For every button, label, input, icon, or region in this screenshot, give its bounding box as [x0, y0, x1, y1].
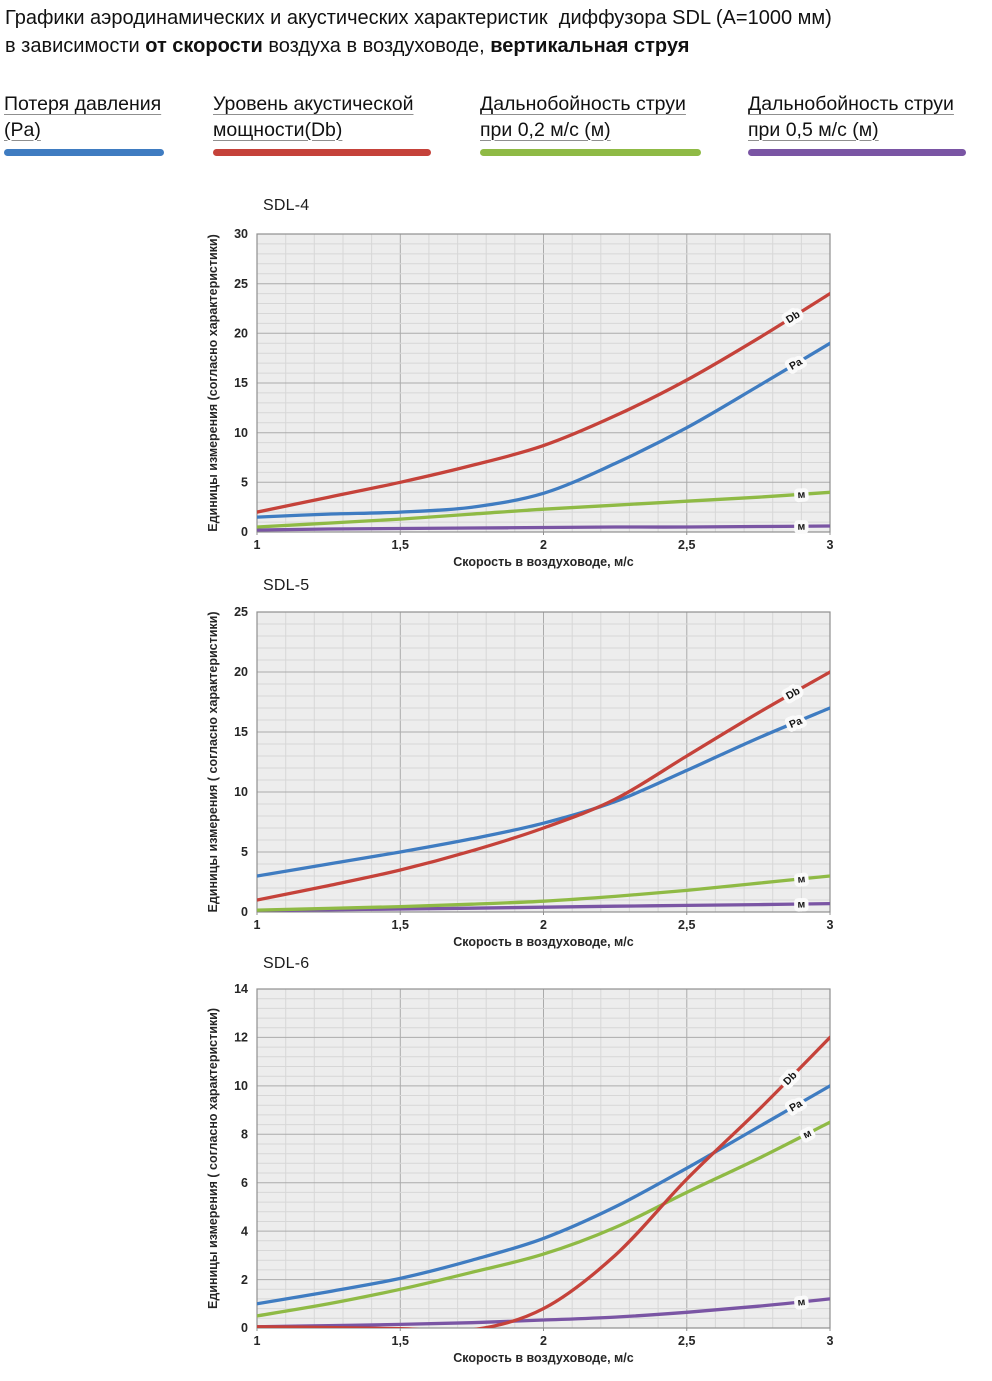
y-tick-label: 6	[241, 1176, 248, 1190]
x-tick-label: 3	[827, 538, 834, 552]
y-tick-label: 20	[234, 327, 248, 341]
x-axis-title: Скорость в воздуховоде, м/с	[453, 555, 633, 569]
series-line-3-db	[257, 670, 830, 902]
page-title-line1: Графики аэродинамических и акустических …	[5, 7, 832, 29]
legend-item-pressure-loss: Потеря давления (Pa)	[4, 92, 164, 156]
legend-item-acoustic-power: Уровень акустической мощности(Db)	[213, 92, 431, 156]
page-title-line2: в зависимости от скорости воздуха в возд…	[5, 35, 689, 57]
x-tick-label: 1,5	[392, 538, 409, 552]
legend-label-line1: Уровень акустической	[213, 93, 414, 115]
y-tick-label: 10	[234, 785, 248, 799]
series-inline-label-м: м	[797, 899, 805, 911]
y-tick-label: 5	[241, 476, 248, 490]
y-tick-label: 0	[241, 905, 248, 919]
series-line-3-db	[257, 1035, 830, 1328]
y-tick-label: 8	[241, 1127, 248, 1141]
series-inline-label-м: м	[797, 521, 805, 533]
title-line2-bold1: от скорости	[145, 35, 263, 57]
x-axis-title: Скорость в воздуховоде, м/с	[453, 935, 633, 949]
y-tick-label: 15	[234, 376, 248, 390]
y-tick-label: 15	[234, 725, 248, 739]
chart-sdl-5-canvas: 1 1,5 2 2,5 3 0 5 10 15 20 25 Скорость в воздуховод…	[206, 605, 834, 949]
y-tick-label: 5	[241, 845, 248, 859]
title-line2-bold2: вертикальная струя	[490, 35, 690, 57]
chart-title-sdl-4: SDL-4	[263, 197, 310, 214]
series-line-0-м	[257, 901, 830, 912]
legend-color-bar-green	[480, 149, 701, 156]
title-line2-normal1: в зависимости	[5, 35, 146, 57]
y-tick-label: 10	[234, 1079, 248, 1093]
legend-color-bar-red	[213, 149, 431, 156]
series-inline-label-м: м	[797, 1296, 806, 1309]
x-tick-label: 3	[827, 918, 834, 932]
series-line-0-м	[257, 524, 830, 532]
series-line-0-м	[257, 1297, 830, 1328]
y-tick-label: 20	[234, 665, 248, 679]
x-tick-label: 2	[540, 918, 547, 932]
y-tick-label: 2	[241, 1273, 248, 1287]
x-tick-label: 1	[254, 918, 261, 932]
y-tick-label: 14	[234, 982, 248, 996]
chart-title-sdl-5: SDL-5	[263, 577, 310, 594]
legend-label-line1: Дальнобойность струи	[480, 93, 686, 115]
legend-color-bar-purple	[748, 149, 966, 156]
x-tick-label: 1,5	[392, 918, 409, 932]
legend-item-jet-range-05: Дальнобойность струи при 0,5 м/с (м)	[748, 92, 966, 156]
series-line-2-pa	[257, 706, 830, 878]
y-tick-label: 0	[241, 525, 248, 539]
legend-label-line1: Потеря давления	[4, 93, 162, 115]
legend-color-bar-blue	[4, 149, 164, 156]
x-tick-label: 1	[254, 1334, 261, 1348]
legend-item-jet-range-02: Дальнобойность струи при 0,2 м/с (м)	[480, 92, 701, 156]
x-axis-title: Скорость в воздуховоде, м/с	[453, 1351, 633, 1365]
legend-label-line2: мощности(Db)	[213, 118, 343, 141]
x-tick-label: 2,5	[678, 1334, 695, 1348]
x-tick-label: 1	[254, 538, 261, 552]
series-line-1-м	[257, 490, 830, 529]
page-title: Графики аэродинамических и акустических …	[5, 4, 965, 60]
y-tick-label: 30	[234, 227, 248, 241]
series-line-1-м	[257, 1120, 830, 1318]
x-tick-label: 2	[540, 538, 547, 552]
y-tick-label: 10	[234, 426, 248, 440]
y-tick-label: 0	[241, 1321, 248, 1335]
legend-label-line2: при 0,2 м/с (м)	[480, 118, 611, 141]
x-tick-label: 3	[827, 1334, 834, 1348]
x-tick-label: 2	[540, 1334, 547, 1348]
series-line-2-pa	[257, 341, 830, 519]
legend-label-line1: Дальнобойность струи	[748, 93, 954, 115]
y-axis-title: Единицы измерения ( согласно характерист…	[206, 611, 220, 912]
y-axis-title: Единицы измерения (согласно характеристи…	[206, 234, 220, 532]
series-inline-label-м: м	[797, 489, 806, 502]
chart-title-sdl-6: SDL-6	[263, 955, 310, 972]
legend-label-line2: при 0,5 м/с (м)	[748, 118, 879, 141]
y-tick-label: 25	[234, 605, 248, 619]
x-tick-label: 2,5	[678, 918, 695, 932]
series-inline-label-м: м	[797, 873, 806, 886]
series-line-3-db	[257, 291, 830, 514]
y-axis-title: Единицы измерения ( согласно характерист…	[206, 1008, 220, 1309]
x-tick-label: 2,5	[678, 538, 695, 552]
legend-label-line2: (Pa)	[4, 118, 41, 141]
y-tick-label: 25	[234, 277, 248, 291]
x-tick-label: 1,5	[392, 1334, 409, 1348]
title-line2-normal2: воздуха в воздуховоде,	[262, 35, 491, 57]
y-tick-label: 12	[234, 1031, 248, 1045]
series-line-2-pa	[257, 1084, 830, 1306]
y-tick-label: 4	[241, 1224, 248, 1238]
series-line-1-м	[257, 874, 830, 912]
chart-sdl-6-canvas: 1 1,5 2 2,5 3 0 2 4 6 8 10 12 14 Скорость в воздухово…	[206, 982, 834, 1365]
